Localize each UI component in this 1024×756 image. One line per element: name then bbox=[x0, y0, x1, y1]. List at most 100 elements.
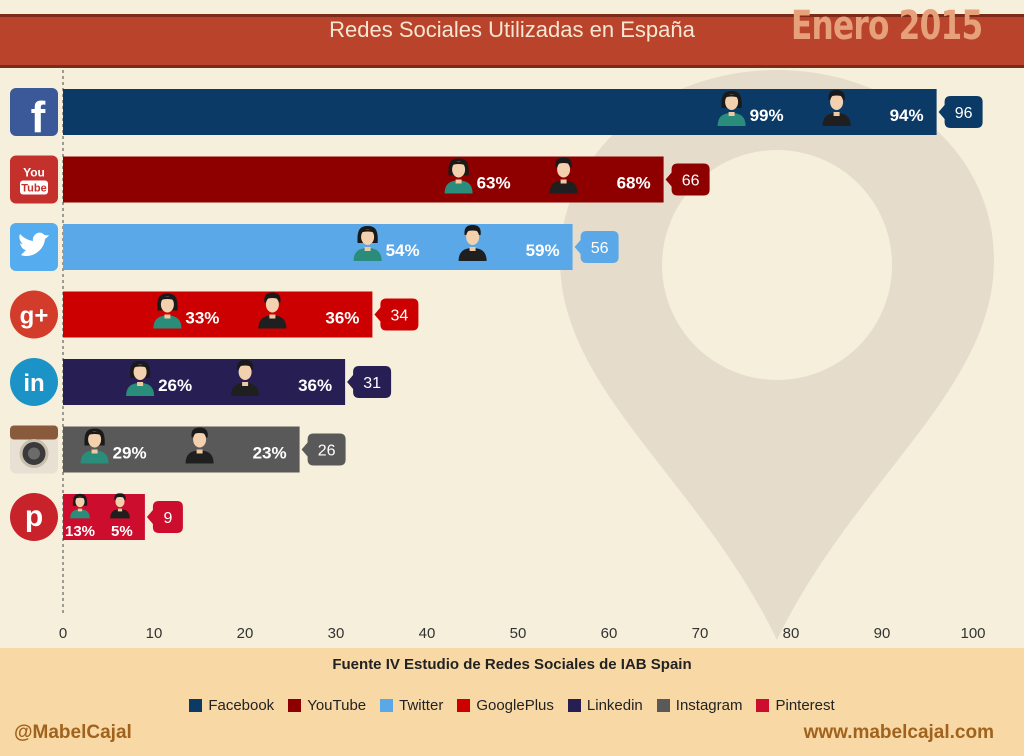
female-pct: 99% bbox=[750, 106, 784, 125]
male-icon bbox=[110, 493, 130, 519]
female-icon bbox=[80, 428, 109, 464]
svg-text:p: p bbox=[25, 500, 43, 533]
male-icon bbox=[549, 157, 578, 194]
legend-swatch bbox=[457, 699, 471, 712]
svg-text:in: in bbox=[23, 370, 44, 397]
legend-item-facebook: Facebook bbox=[189, 697, 274, 714]
legend-swatch bbox=[567, 699, 581, 712]
pinterest-icon: p bbox=[10, 493, 58, 541]
x-tick-label: 90 bbox=[874, 625, 891, 642]
facebook-icon: f bbox=[10, 88, 58, 142]
legend-label: Instagram bbox=[675, 697, 743, 714]
value-callout bbox=[146, 501, 183, 533]
svg-text:g+: g+ bbox=[20, 303, 49, 330]
female-icon bbox=[444, 158, 473, 194]
author-website: www.mabelcajal.com bbox=[803, 722, 994, 743]
bar-facebook bbox=[63, 89, 937, 135]
legend-item-pinterest: Pinterest bbox=[756, 697, 835, 714]
female-icon bbox=[353, 226, 382, 261]
legend-item-linkedin: Linkedin bbox=[567, 697, 643, 714]
male-pct: 23% bbox=[253, 444, 287, 463]
date-label: Enero 2015 bbox=[790, 3, 983, 49]
male-icon bbox=[458, 225, 487, 261]
female-pct: 29% bbox=[113, 444, 147, 463]
x-tick-label: 30 bbox=[328, 625, 345, 642]
x-tick-label: 60 bbox=[601, 625, 618, 642]
twitter-icon bbox=[10, 223, 58, 271]
youtube-icon: You Tube bbox=[10, 155, 58, 204]
female-pct: 63% bbox=[477, 174, 511, 193]
bar-chart: 0 10 20 30 40 50 60 70 80 90 100 f 96 99% 94% You Tube 66… bbox=[10, 70, 986, 642]
bar-googleplus bbox=[63, 291, 373, 338]
value-callout bbox=[347, 366, 392, 398]
legend-item-googleplus: GooglePlus bbox=[457, 697, 554, 714]
male-icon bbox=[258, 292, 287, 329]
legend-swatch bbox=[288, 699, 302, 712]
header-banner bbox=[0, 14, 1024, 68]
x-tick-label: 80 bbox=[783, 625, 800, 642]
value-callout bbox=[374, 298, 419, 331]
female-icon bbox=[70, 493, 90, 519]
linkedin-icon: in bbox=[10, 358, 58, 406]
legend-swatch bbox=[756, 699, 770, 712]
googleplus-icon: g+ bbox=[10, 290, 58, 339]
legend-item-instagram: Instagram bbox=[656, 697, 743, 714]
value-label: 26 bbox=[318, 443, 336, 460]
author-handle: @MabelCajal bbox=[14, 722, 132, 743]
x-tick-label: 100 bbox=[960, 625, 985, 642]
value-callout bbox=[301, 433, 346, 466]
x-tick-label: 20 bbox=[237, 625, 254, 642]
x-tick-label: 0 bbox=[59, 625, 67, 642]
value-callout bbox=[938, 96, 983, 128]
value-label: 66 bbox=[682, 173, 700, 190]
legend-label: YouTube bbox=[307, 697, 367, 714]
svg-text:Tube: Tube bbox=[21, 183, 46, 195]
male-pct: 59% bbox=[526, 241, 560, 260]
value-label: 9 bbox=[163, 510, 172, 527]
male-pct: 68% bbox=[617, 174, 651, 193]
male-pct: 36% bbox=[325, 309, 359, 328]
value-callout bbox=[574, 231, 619, 263]
x-tick-label: 50 bbox=[510, 625, 527, 642]
svg-text:You: You bbox=[23, 166, 45, 180]
value-label: 34 bbox=[391, 308, 409, 325]
female-icon bbox=[126, 361, 155, 396]
chart-title: Redes Sociales Utilizadas en España bbox=[329, 17, 695, 42]
footer bbox=[0, 648, 1024, 756]
legend-label: Twitter bbox=[399, 697, 444, 714]
male-icon bbox=[231, 360, 260, 396]
value-label: 56 bbox=[591, 240, 609, 257]
female-pct: 33% bbox=[185, 309, 219, 328]
value-label: 96 bbox=[955, 105, 973, 122]
legend-label: Linkedin bbox=[586, 697, 643, 714]
value-label: 31 bbox=[363, 375, 381, 392]
x-tick-label: 40 bbox=[419, 625, 436, 642]
legend-swatch bbox=[380, 699, 394, 712]
x-tick-label: 70 bbox=[692, 625, 709, 642]
female-pct: 54% bbox=[386, 241, 420, 260]
instagram-icon bbox=[10, 425, 58, 474]
bar-youtube bbox=[63, 156, 664, 203]
female-pct: 13% bbox=[65, 523, 95, 540]
svg-text:f: f bbox=[31, 93, 46, 142]
female-icon bbox=[153, 293, 182, 329]
male-icon bbox=[185, 427, 214, 464]
bar-linkedin bbox=[63, 359, 346, 405]
legend-swatch bbox=[656, 699, 670, 712]
legend-swatch bbox=[189, 699, 203, 712]
bar-twitter bbox=[63, 224, 573, 270]
legend-label: Facebook bbox=[208, 697, 275, 714]
female-icon bbox=[717, 91, 746, 126]
male-pct: 36% bbox=[298, 376, 332, 395]
value-callout bbox=[665, 163, 710, 196]
legend: Facebook YouTube Twitter GooglePlus Linkedin… bbox=[0, 697, 1024, 714]
legend-label: GooglePlus bbox=[476, 697, 554, 714]
legend-item-youtube: YouTube bbox=[288, 697, 366, 714]
source-note: Fuente IV Estudio de Redes Sociales de I… bbox=[332, 656, 692, 673]
male-icon bbox=[822, 90, 851, 126]
x-tick-label: 10 bbox=[146, 625, 163, 642]
female-pct: 26% bbox=[158, 376, 192, 395]
legend-item-twitter: Twitter bbox=[380, 697, 443, 714]
